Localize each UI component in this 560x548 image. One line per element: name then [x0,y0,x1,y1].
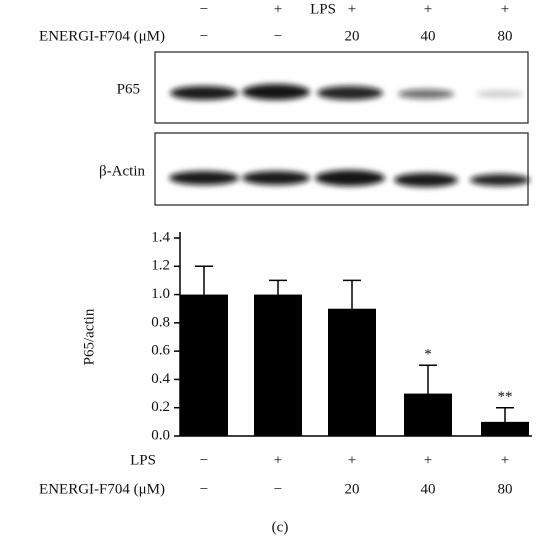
y-tick-label: 0.6 [151,343,170,359]
error-bar [496,406,514,422]
error-bar [343,279,361,309]
condition-label: + [424,1,432,17]
y-tick-label: 1.0 [151,286,170,302]
condition-label: − [200,452,208,468]
condition-name: LPS [310,1,336,17]
blot-frame [154,51,529,124]
bar [404,393,452,436]
error-bar [419,364,437,394]
y-tick-label: 0.4 [151,371,170,387]
significance-mark: * [424,347,432,363]
condition-label: 80 [498,28,513,44]
condition-label: − [200,28,208,44]
condition-label: + [424,452,432,468]
significance-mark: ** [498,389,513,405]
condition-label: − [200,1,208,17]
condition-label: 20 [345,481,360,497]
blot-frame [154,132,529,206]
band-label: P65 [117,81,140,97]
y-tick-label: 1.2 [151,258,170,274]
condition-name: ENERGI-F704 (μM) [39,481,165,497]
caption: (c) [272,519,289,535]
condition-label: + [348,452,356,468]
y-axis-label: P65/actin [81,308,97,365]
condition-label: − [200,481,208,497]
condition-name: ENERGI-F704 (μM) [39,28,165,44]
condition-label: + [501,1,509,17]
condition-label: + [348,1,356,17]
condition-label: + [501,452,509,468]
condition-name: LPS [130,452,156,468]
condition-label: − [274,481,282,497]
y-tick-label: 1.4 [151,229,170,245]
bar [180,294,228,436]
condition-label: + [274,452,282,468]
error-bar [195,265,213,295]
bar [481,421,529,436]
y-tick-label: 0.2 [151,399,170,415]
condition-label: − [274,28,282,44]
condition-label: + [274,1,282,17]
condition-label: 40 [421,28,436,44]
y-tick-label: 0.0 [151,427,170,443]
y-tick-label: 0.8 [151,314,170,330]
condition-label: 80 [498,481,513,497]
condition-label: 20 [345,28,360,44]
error-bar [269,279,287,295]
condition-label: 40 [421,481,436,497]
blot-bands [169,84,530,187]
band-label: β-Actin [99,163,145,179]
bar [254,294,302,436]
bar [328,308,376,436]
